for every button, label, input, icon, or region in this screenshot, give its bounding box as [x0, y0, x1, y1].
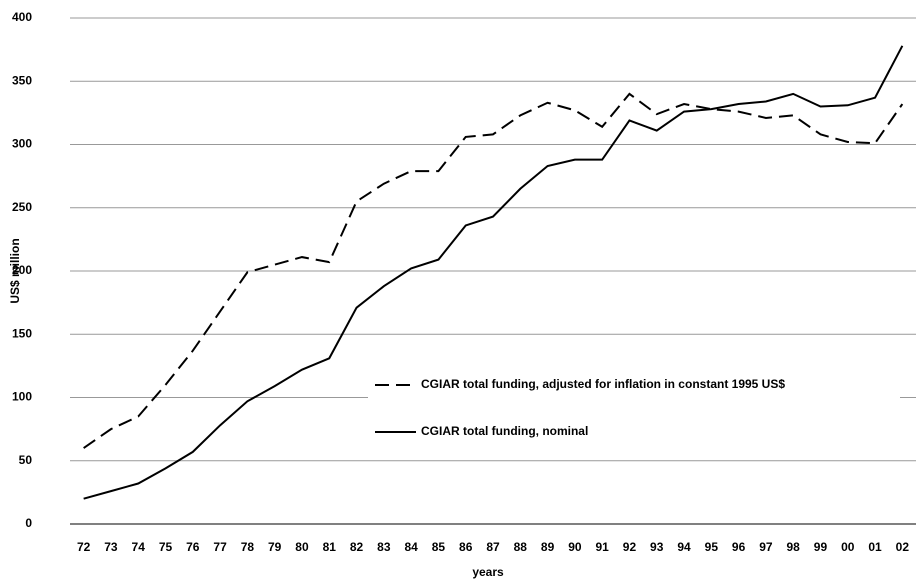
x-tick-label: 93 [650, 540, 664, 554]
y-tick-label: 100 [12, 390, 32, 404]
x-tick-label: 84 [404, 540, 418, 554]
x-tick-label: 77 [213, 540, 227, 554]
x-tick-label: 81 [323, 540, 337, 554]
legend-label: CGIAR total funding, adjusted for inflat… [421, 377, 785, 391]
x-tick-label: 73 [104, 540, 118, 554]
y-axis-label: US$ million [8, 238, 22, 303]
x-tick-label: 75 [159, 540, 173, 554]
x-tick-label: 92 [623, 540, 637, 554]
x-axis-label: years [472, 565, 504, 579]
y-tick-label: 50 [19, 453, 33, 467]
y-tick-label: 150 [12, 326, 32, 340]
x-tick-label: 90 [568, 540, 582, 554]
x-tick-label: 95 [705, 540, 719, 554]
legend-label: CGIAR total funding, nominal [421, 424, 588, 438]
x-tick-label: 79 [268, 540, 282, 554]
y-tick-label: 350 [12, 73, 32, 87]
x-tick-label: 94 [677, 540, 691, 554]
x-tick-label: 76 [186, 540, 200, 554]
y-tick-label: 400 [12, 10, 32, 24]
legend-background [368, 368, 900, 448]
x-tick-label: 87 [486, 540, 500, 554]
x-tick-label: 91 [595, 540, 609, 554]
x-tick-label: 96 [732, 540, 746, 554]
x-tick-label: 86 [459, 540, 473, 554]
y-tick-label: 200 [12, 263, 32, 277]
x-tick-label: 89 [541, 540, 555, 554]
x-tick-label: 01 [868, 540, 882, 554]
x-tick-label: 80 [295, 540, 309, 554]
y-tick-label: 250 [12, 200, 32, 214]
x-tick-label: 00 [841, 540, 855, 554]
y-tick-label: 0 [25, 516, 32, 530]
x-tick-label: 74 [132, 540, 146, 554]
x-tick-label: 72 [77, 540, 91, 554]
x-tick-label: 78 [241, 540, 255, 554]
x-tick-label: 99 [814, 540, 828, 554]
x-tick-label: 97 [759, 540, 773, 554]
series-line [83, 92, 904, 449]
x-tick-label: 02 [896, 540, 910, 554]
series-line [83, 45, 904, 500]
x-tick-label: 85 [432, 540, 446, 554]
x-tick-label: 83 [377, 540, 391, 554]
x-tick-label: 82 [350, 540, 364, 554]
x-tick-label: 98 [787, 540, 801, 554]
y-tick-label: 300 [12, 137, 32, 151]
x-tick-label: 88 [514, 540, 528, 554]
